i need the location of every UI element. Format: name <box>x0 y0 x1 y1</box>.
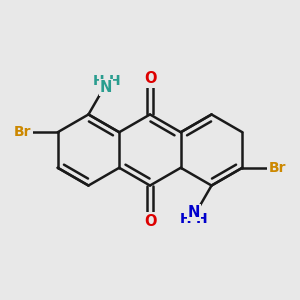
Text: Br: Br <box>14 125 31 139</box>
Text: O: O <box>144 214 156 229</box>
Text: Br: Br <box>269 161 286 175</box>
Text: N: N <box>188 205 200 220</box>
Text: H: H <box>196 212 208 226</box>
Text: H: H <box>92 74 104 88</box>
Text: H: H <box>180 212 191 226</box>
Text: N: N <box>100 80 112 95</box>
Text: H: H <box>109 74 120 88</box>
Text: O: O <box>144 71 156 86</box>
